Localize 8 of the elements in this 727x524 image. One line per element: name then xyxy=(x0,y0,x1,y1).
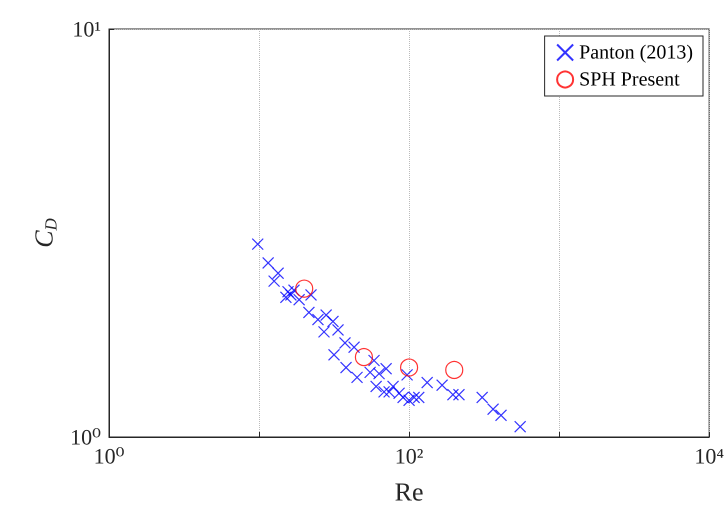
legend-label: SPH Present xyxy=(579,68,680,90)
y-axis-title: CD xyxy=(29,217,60,248)
x-tick-label: 10⁰ xyxy=(94,444,125,468)
legend-label: Panton (2013) xyxy=(579,42,694,64)
x-tick-label: 10² xyxy=(394,444,424,468)
x-tick-label: 10⁴ xyxy=(694,444,724,468)
x-axis-title: Re xyxy=(394,478,424,506)
y-tick-label: 10¹ xyxy=(72,16,101,42)
